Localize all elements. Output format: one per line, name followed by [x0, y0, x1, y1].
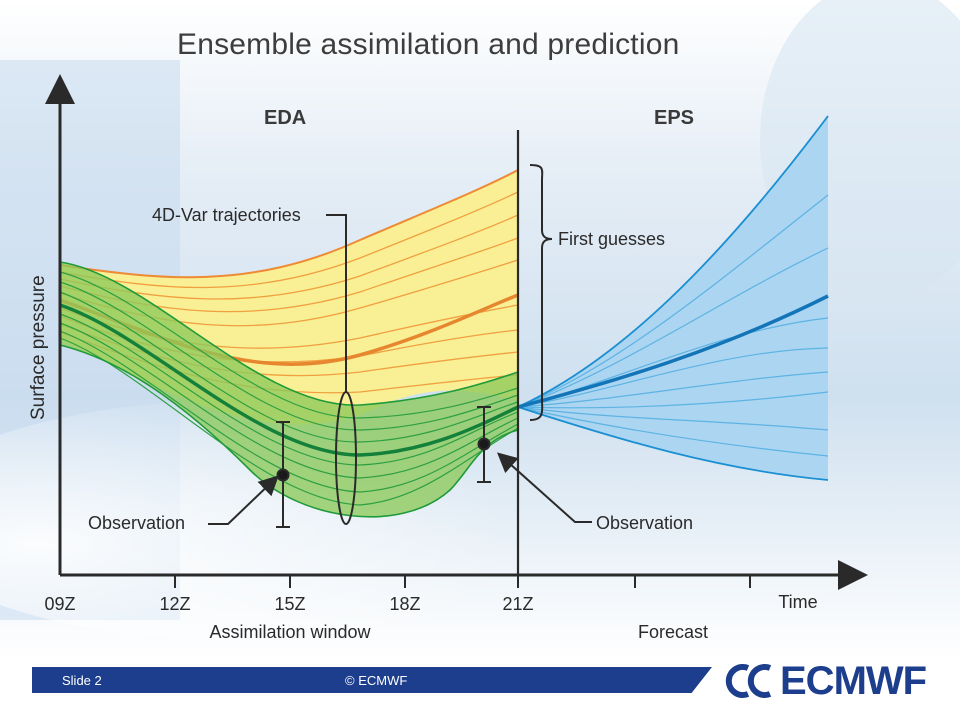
observation-right-label: Observation [596, 513, 693, 533]
ecmwf-logo-text: ECMWF [780, 659, 927, 703]
assimilation-window-label: Assimilation window [209, 622, 371, 642]
ecmwf-logo-mark [725, 664, 772, 698]
analysis-lower-edge [59, 344, 519, 518]
observation-left-marker [276, 421, 290, 528]
x-tick-label-1: 09Z [44, 594, 75, 614]
eps-control-forecast [517, 294, 829, 409]
x-tick-label-2: 12Z [159, 594, 190, 614]
slide-number: Slide 2 [62, 673, 102, 688]
analysis-control-trajectory [59, 303, 519, 457]
observation-right-marker [477, 406, 491, 483]
x-tick-marks [174, 575, 751, 588]
eps-spread-area [518, 116, 828, 480]
x-tick-label-5: 21Z [502, 594, 533, 614]
observation-right-arrow [497, 452, 592, 523]
x-tick-label-3: 15Z [274, 594, 305, 614]
y-axis-label: Surface pressure [28, 275, 49, 420]
footer-bar [32, 667, 712, 693]
observation-left-arrow [208, 475, 279, 525]
eps-lower-edge [517, 406, 829, 481]
analysis-upper-edge [59, 261, 519, 406]
section-label-eda: EDA [264, 107, 306, 129]
slide-title: Ensemble assimilation and prediction [177, 28, 680, 61]
x-tick-label-4: 18Z [389, 594, 420, 614]
trajectories-label: 4D-Var trajectories [152, 205, 301, 225]
trajectories-leader [326, 214, 347, 392]
section-label-eps: EPS [654, 107, 694, 129]
first-guesses-label: First guesses [558, 229, 665, 249]
eps-upper-edge [517, 115, 829, 408]
eda-upper-edge [59, 169, 519, 279]
first-guesses-bracket [529, 164, 553, 421]
observation-left-label: Observation [88, 513, 185, 533]
x-axis-end-label: Time [778, 592, 817, 612]
forecast-label: Forecast [638, 622, 708, 642]
copyright-notice: © ECMWF [345, 673, 408, 688]
